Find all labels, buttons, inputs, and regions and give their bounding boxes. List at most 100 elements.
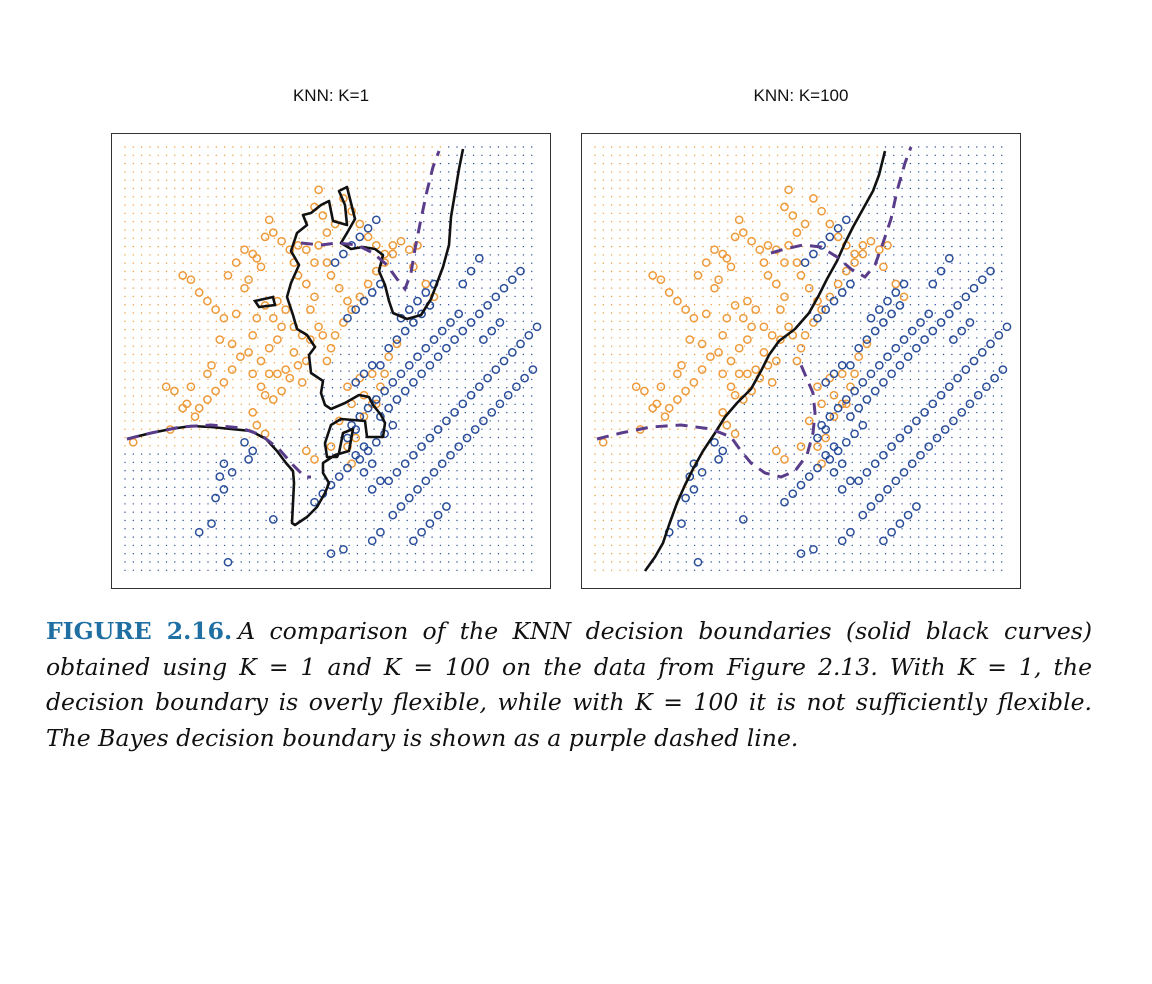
grid-dot (776, 328, 779, 331)
grid-dot (199, 328, 201, 331)
grid-dot (876, 503, 878, 505)
grid-dot (619, 295, 621, 298)
grid-dot (456, 544, 458, 547)
grid-dot (835, 204, 837, 206)
grid-dot (743, 270, 746, 273)
grid-dot (423, 486, 425, 488)
grid-dot (506, 436, 508, 439)
grid-dot (190, 254, 193, 256)
grid-dot (743, 519, 746, 522)
grid-dot (760, 162, 762, 165)
grid-dot (743, 478, 746, 480)
grid-dot (489, 470, 491, 472)
grid-dot (439, 312, 442, 314)
grid-dot (868, 312, 870, 314)
grid-dot (489, 262, 491, 264)
grid-dot (149, 553, 151, 555)
grid-dot (132, 378, 134, 381)
grid-dot (901, 544, 903, 547)
grid-dot (240, 154, 242, 156)
grid-dot (826, 511, 829, 513)
grid-dot (531, 403, 533, 405)
grid-dot (652, 295, 654, 298)
grid-dot (165, 171, 168, 173)
grid-dot (356, 179, 359, 181)
grid-dot (514, 229, 516, 231)
grid-dot (859, 221, 862, 223)
orange-point (236, 352, 245, 362)
grid-dot (926, 461, 928, 464)
grid-dot (414, 470, 417, 472)
grid-dot (760, 387, 762, 389)
grid-dot (265, 461, 267, 464)
grid-dot (522, 478, 525, 480)
grid-dot (306, 536, 309, 538)
grid-dot (743, 312, 746, 314)
grid-dot (365, 328, 367, 331)
grid-dot (652, 445, 654, 447)
grid-dot (290, 270, 292, 273)
grid-dot (448, 270, 450, 273)
grid-dot (265, 312, 267, 314)
grid-dot (489, 328, 491, 331)
grid-dot (531, 387, 533, 389)
grid-dot (859, 320, 862, 322)
grid-dot (843, 171, 845, 173)
grid-dot (414, 179, 417, 181)
grid-dot (685, 403, 687, 405)
grid-dot (257, 536, 259, 538)
grid-dot (456, 445, 458, 447)
grid-dot (768, 511, 770, 513)
grid-dot (843, 204, 845, 206)
grid-dot (851, 378, 853, 381)
grid-dot (918, 519, 920, 522)
grid-dot (851, 179, 853, 181)
grid-dot (506, 237, 508, 239)
grid-dot (801, 445, 804, 447)
grid-dot (265, 187, 267, 190)
grid-dot (743, 245, 746, 248)
grid-dot (165, 561, 168, 563)
grid-dot (157, 395, 159, 397)
grid-dot (727, 287, 729, 289)
grid-dot (290, 528, 292, 530)
grid-dot (727, 544, 729, 547)
grid-dot (124, 561, 126, 563)
grid-dot (132, 337, 134, 339)
grid-dot (215, 295, 217, 298)
grid-dot (685, 378, 687, 381)
grid-dot (248, 403, 251, 405)
grid-dot (531, 370, 533, 372)
grid-dot (727, 196, 729, 198)
grid-dot (718, 403, 721, 405)
grid-dot (635, 320, 638, 322)
grid-dot (826, 245, 829, 248)
grid-dot (140, 478, 143, 480)
grid-dot (448, 154, 450, 156)
blue-point (404, 493, 414, 503)
grid-dot (926, 154, 928, 156)
grid-dot (810, 212, 812, 215)
grid-dot (801, 229, 804, 231)
grid-dot (306, 270, 309, 273)
grid-dot (702, 461, 704, 464)
grid-dot (627, 561, 629, 563)
grid-dot (207, 270, 209, 273)
grid-dot (149, 237, 151, 239)
grid-dot (785, 478, 787, 480)
grid-dot (506, 245, 508, 248)
grid-dot (464, 486, 466, 488)
grid-dot (472, 511, 475, 513)
grid-dot (652, 436, 654, 439)
grid-dot (926, 221, 928, 223)
grid-dot (522, 187, 525, 190)
grid-dot (340, 370, 342, 372)
grid-dot (918, 204, 920, 206)
grid-dot (165, 162, 168, 165)
grid-dot (785, 229, 787, 231)
grid-dot (776, 461, 779, 464)
grid-dot (876, 229, 878, 231)
grid-dot (257, 528, 259, 530)
grid-dot (918, 403, 920, 405)
grid-dot (149, 345, 151, 347)
